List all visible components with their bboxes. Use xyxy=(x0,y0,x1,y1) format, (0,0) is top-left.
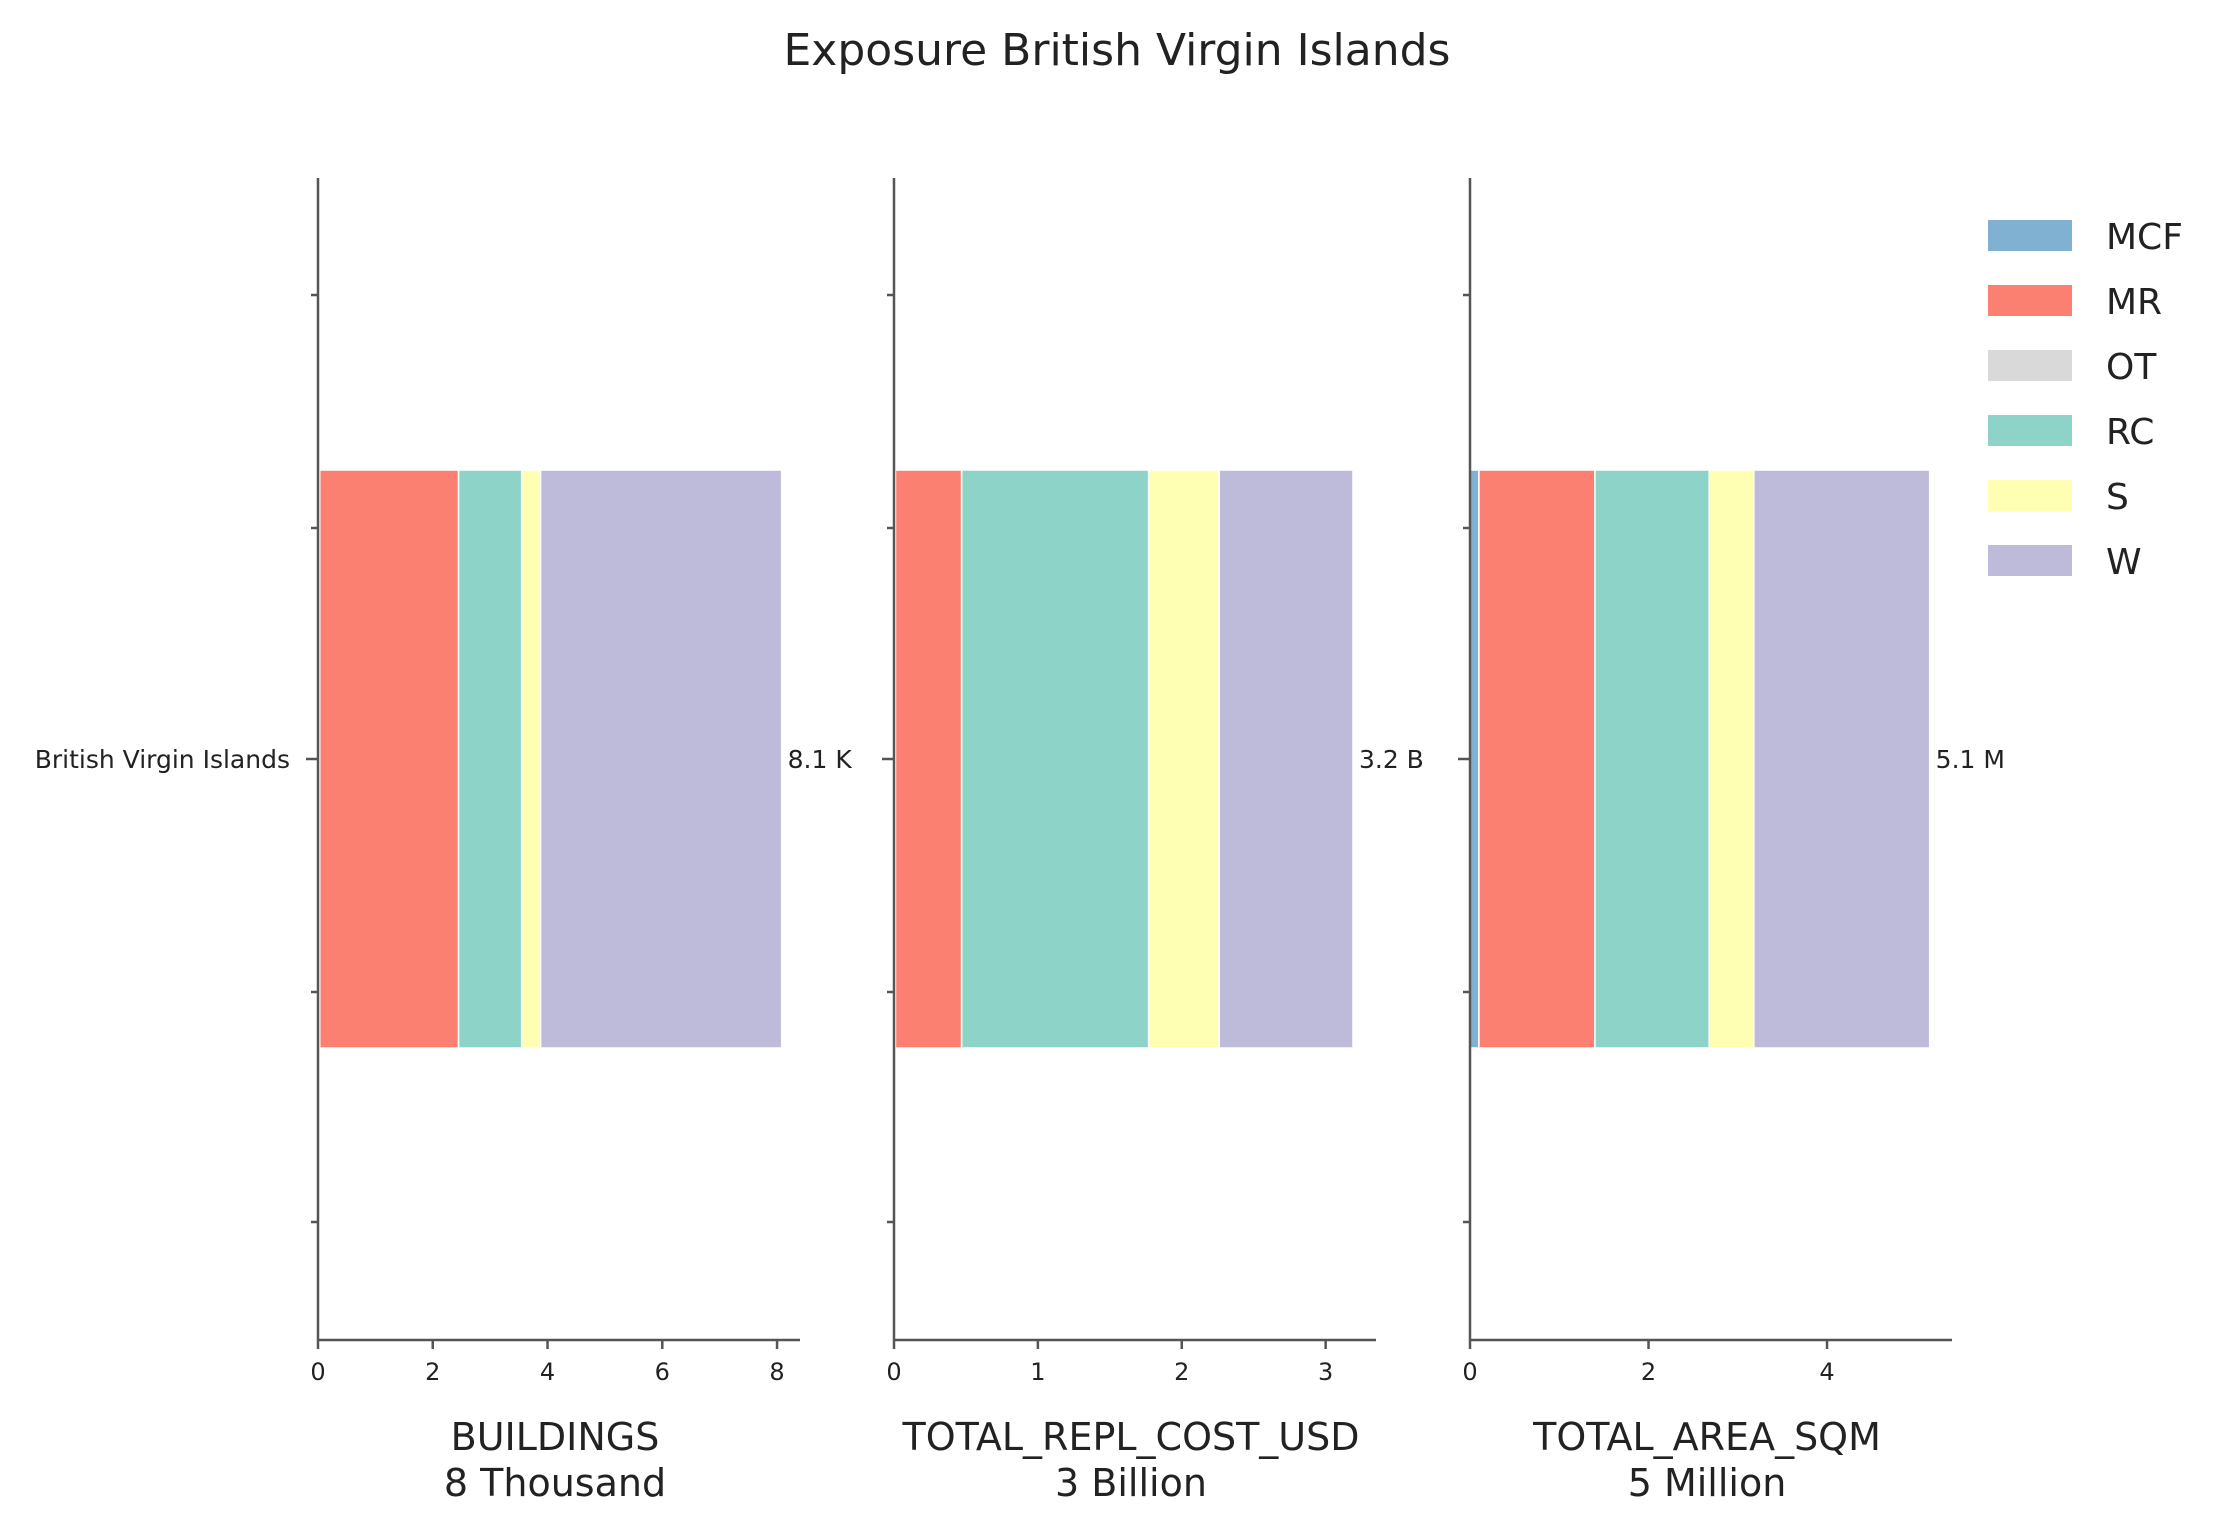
x-tick-label: 0 xyxy=(886,1358,901,1386)
x-tick-label: 1 xyxy=(1030,1358,1045,1386)
legend-swatch xyxy=(1988,350,2072,381)
x-axis-sublabel: 3 Billion xyxy=(1055,1461,1207,1505)
x-axis-sublabel: 5 Million xyxy=(1628,1461,1787,1505)
legend-item-s: S xyxy=(1988,477,2129,518)
bar-total-label: 5.1 M xyxy=(1936,745,2005,774)
legend-label: OT xyxy=(2106,347,2157,388)
bar-total-label: 3.2 B xyxy=(1359,745,1424,774)
legend-label: W xyxy=(2106,542,2142,583)
bar-segment-w xyxy=(1218,469,1354,1049)
x-tick-label: 0 xyxy=(1462,1358,1477,1386)
x-tick-label: 0 xyxy=(310,1358,325,1386)
bar-segment-s xyxy=(1147,469,1220,1049)
legend-item-w: W xyxy=(1988,542,2142,583)
x-tick-label: 2 xyxy=(1641,1358,1656,1386)
legend-label: MCF xyxy=(2106,217,2183,258)
legend-swatch xyxy=(1988,415,2072,446)
x-tick-label: 2 xyxy=(425,1358,440,1386)
x-tick-label: 4 xyxy=(540,1358,555,1386)
legend-item-mr: MR xyxy=(1988,282,2162,323)
x-tick-label: 8 xyxy=(769,1358,784,1386)
legend-item-rc: RC xyxy=(1988,412,2154,453)
x-tick-label: 6 xyxy=(655,1358,670,1386)
bar-segment-w xyxy=(539,469,783,1049)
x-axis-label: BUILDINGS xyxy=(451,1415,660,1459)
legend-label: S xyxy=(2106,477,2129,518)
bar-segment-rc xyxy=(457,469,523,1049)
legend-label: MR xyxy=(2106,282,2162,323)
bar-total-label: 8.1 K xyxy=(788,745,853,774)
legend-item-mcf: MCF xyxy=(1988,217,2183,258)
legend-swatch xyxy=(1988,545,2072,576)
legend-label: RC xyxy=(2106,412,2154,453)
chart-legend: MCF MR OT RC SW xyxy=(1988,217,2183,583)
x-tick-label: 4 xyxy=(1819,1358,1834,1386)
y-category-label: British Virgin Islands xyxy=(35,745,290,774)
bar-segment-s xyxy=(1708,469,1755,1049)
legend-swatch xyxy=(1988,480,2072,511)
chart-title: Exposure British Virgin Islands xyxy=(784,25,1451,76)
bar-segment-rc xyxy=(1594,469,1710,1049)
legend-swatch xyxy=(1988,220,2072,251)
bar-segment-mr xyxy=(318,469,460,1049)
bar-segment-mcf xyxy=(1469,469,1480,1049)
x-axis-label: TOTAL_REPL_COST_USD xyxy=(901,1415,1359,1459)
chart-panels: 8.1 K British Virgin Islands 0 2 4 6 8 BUILDING… xyxy=(35,178,2005,1505)
bar-segment-mr xyxy=(894,469,963,1049)
x-axis-sublabel: 8 Thousand xyxy=(444,1461,666,1505)
x-tick-label: 3 xyxy=(1318,1358,1333,1386)
legend-item-ot: OT xyxy=(1988,347,2157,388)
bar-segment-w xyxy=(1753,469,1931,1049)
bar-segment-rc xyxy=(960,469,1150,1049)
panel-1: 8.1 K British Virgin Islands 0 2 4 6 8 BUILDING… xyxy=(35,178,853,1505)
bar-segment-mr xyxy=(1478,469,1596,1049)
x-axis-label: TOTAL_AREA_SQM xyxy=(1532,1415,1881,1459)
legend-swatch xyxy=(1988,285,2072,316)
bar-segment-s xyxy=(520,469,542,1049)
x-tick-label: 2 xyxy=(1174,1358,1189,1386)
